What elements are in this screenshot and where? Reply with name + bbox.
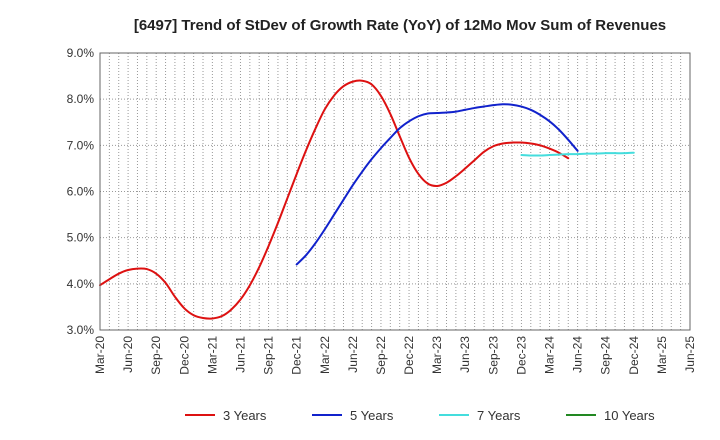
x-tick-label: Mar-22 (318, 336, 332, 374)
x-tick-label: Jun-20 (121, 336, 135, 373)
y-tick-label: 5.0% (67, 231, 95, 245)
x-tick-label: Jun-21 (233, 336, 247, 373)
x-tick-label: Jun-23 (458, 336, 472, 373)
y-tick-label: 7.0% (67, 138, 95, 152)
x-tick-label: Jun-24 (571, 336, 585, 373)
x-tick-label: Mar-24 (543, 336, 557, 374)
x-tick-label: Dec-23 (514, 336, 528, 375)
x-tick-label: Dec-24 (627, 336, 641, 375)
x-tick-label: Dec-20 (177, 336, 191, 375)
legend-label-10-years: 10 Years (604, 408, 655, 423)
x-tick-label: Mar-23 (430, 336, 444, 374)
x-tick-label: Mar-21 (205, 336, 219, 374)
series-line-7-years (520, 151, 635, 157)
legend-label-3-years: 3 Years (223, 408, 267, 423)
plot-area-frame (99, 52, 691, 331)
x-tick-label: Sep-22 (374, 336, 388, 375)
legend-label-5-years: 5 Years (350, 408, 394, 423)
x-tick-label: Dec-22 (402, 336, 416, 375)
series-line-5-years (295, 103, 579, 266)
chart-title: [6497] Trend of StDev of Growth Rate (Yo… (134, 17, 666, 34)
legend: 3 Years 5 Years 7 Years 10 Years (185, 408, 655, 423)
x-tick-label: Jun-22 (346, 336, 360, 373)
x-tick-label: Sep-23 (486, 336, 500, 375)
x-tick-label: Sep-21 (262, 336, 276, 375)
y-tick-label: 8.0% (67, 92, 95, 106)
y-tick-label: 4.0% (67, 277, 95, 291)
y-axis-ticks: 3.0% 4.0% 5.0% 6.0% 7.0% 8.0% 9.0% (67, 46, 95, 337)
y-tick-label: 3.0% (67, 323, 95, 337)
x-tick-label: Jun-25 (683, 336, 697, 373)
grid (100, 53, 690, 330)
legend-label-7-years: 7 Years (477, 408, 521, 423)
x-tick-label: Mar-20 (93, 336, 107, 374)
x-tick-label: Sep-24 (599, 336, 613, 375)
y-tick-label: 6.0% (67, 185, 95, 199)
x-tick-label: Sep-20 (149, 336, 163, 375)
series-line-3-years (99, 79, 570, 320)
x-tick-label: Mar-25 (655, 336, 669, 374)
y-tick-label: 9.0% (67, 46, 95, 60)
x-axis-ticks: Mar-20 Jun-20 Sep-20 Dec-20 Mar-21 Jun-21 Sep-… (93, 336, 697, 375)
x-tick-label: Dec-21 (290, 336, 304, 375)
series-lines (99, 79, 635, 320)
